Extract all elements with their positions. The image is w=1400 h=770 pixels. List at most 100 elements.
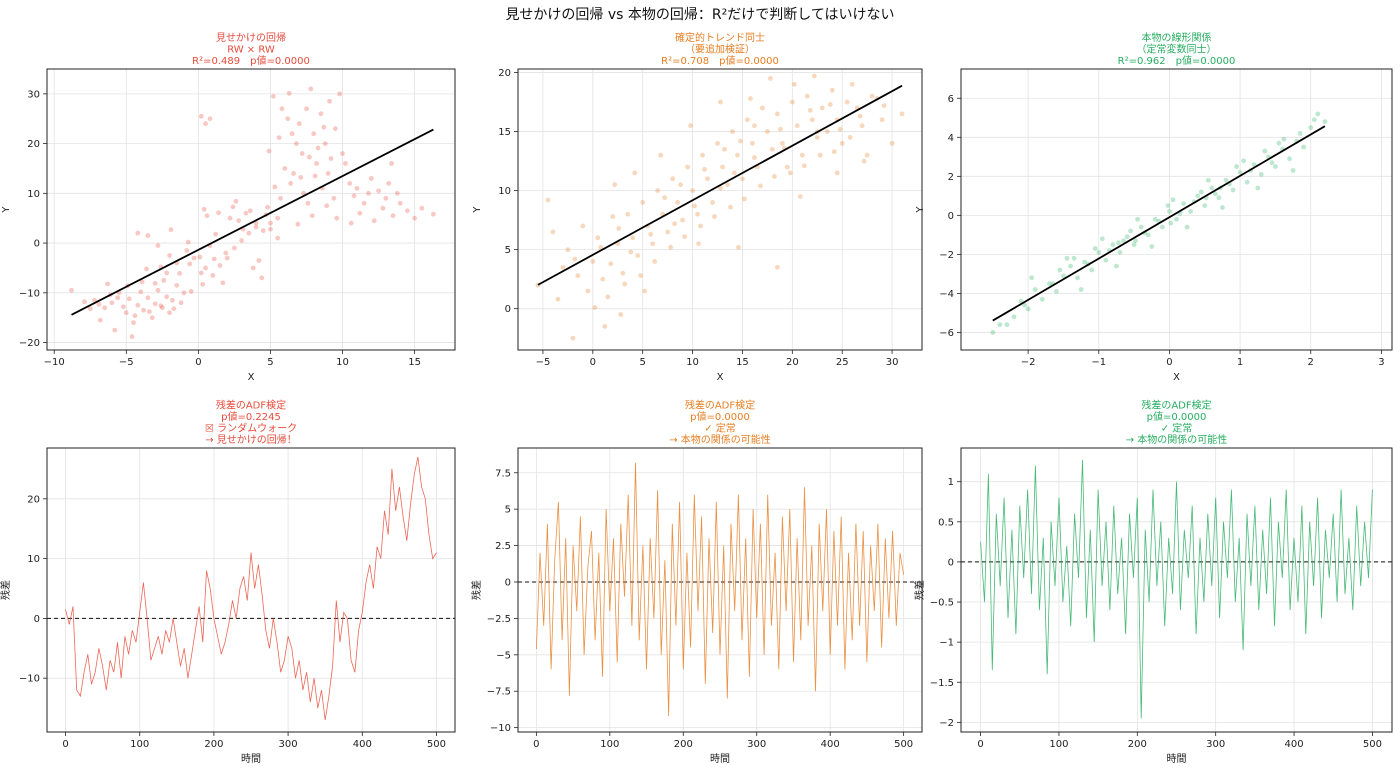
scatter-point — [247, 208, 253, 214]
scatter-point — [299, 151, 305, 156]
y-tick-label: 1 — [948, 477, 954, 488]
scatter-point — [224, 255, 230, 261]
subplot-4: 0 100 200 300 400 500 −10 0 10 20 時間 残差 残差のADF検定p値=0… — [0, 399, 456, 765]
scatter-point — [715, 140, 720, 146]
axes-frame — [517, 68, 923, 351]
scatter-point — [149, 315, 155, 321]
scatter-point — [135, 230, 141, 236]
scatter-point — [109, 300, 115, 306]
x-tick-label: 0 — [533, 739, 539, 750]
scatter-point — [688, 123, 693, 129]
scatter-point — [1165, 203, 1171, 208]
scatter-point — [289, 131, 295, 137]
scatter-point — [650, 241, 656, 247]
scatter-point — [131, 320, 136, 326]
scatter-point — [648, 231, 654, 237]
scatter-point — [159, 305, 165, 311]
subplot-5: 0 100 200 300 400 500 −10 −7.5 −5 −2.5 0 2.5 5 7.5 時間 残… — [470, 399, 923, 765]
scatter-point — [389, 161, 394, 166]
scatter-point — [600, 276, 606, 282]
scatter-point — [260, 228, 266, 234]
y-tick-label: 10 — [27, 554, 40, 565]
scatter-point — [1251, 162, 1257, 168]
scatter-point — [213, 231, 219, 237]
scatter-point — [1149, 244, 1155, 249]
scatter-point — [278, 195, 283, 201]
scatter-point — [638, 273, 644, 279]
y-tick-label: 20 — [498, 68, 511, 79]
x-tick-label: 3 — [1378, 357, 1384, 368]
scatter-point — [324, 203, 330, 209]
y-tick-label: −7.5 — [487, 687, 511, 698]
scatter-point — [710, 200, 715, 205]
scatter-point — [652, 259, 658, 264]
scatter-point — [1110, 242, 1116, 248]
axes-frame — [960, 447, 1393, 733]
subplot-title-line: p値=0.0000 — [1147, 410, 1207, 423]
subplot-title-line: R²=0.962 p値=0.0000 — [1118, 54, 1236, 67]
scatter-point — [121, 304, 126, 310]
scatter-point — [1212, 191, 1218, 197]
scatter-point — [405, 208, 410, 214]
scatter-point — [668, 244, 674, 250]
scatter-point — [690, 188, 695, 194]
scatter-point — [115, 295, 121, 301]
scatter-point — [315, 145, 321, 151]
x-tick-label: 400 — [353, 739, 372, 750]
y-tick-label: −10 — [19, 674, 40, 685]
x-tick-label: 30 — [886, 357, 899, 368]
y-tick-label: 10 — [27, 189, 40, 200]
scatter-point — [105, 281, 110, 287]
scatter-point — [321, 124, 327, 130]
scatter-point — [233, 198, 239, 204]
x-tick-label: 500 — [894, 739, 913, 750]
scatter-point — [146, 309, 152, 315]
x-tick-label: 0 — [590, 357, 596, 368]
x-tick-label: −5 — [119, 357, 134, 368]
scatter-point — [692, 203, 697, 209]
scatter-point — [565, 247, 571, 253]
scatter-point — [275, 235, 281, 241]
scatter-point — [769, 146, 775, 152]
x-tick-label: −10 — [44, 357, 65, 368]
scatter-point — [612, 182, 618, 188]
scatter-point — [361, 200, 367, 206]
scatter-point — [1223, 177, 1229, 183]
scatter-point — [794, 123, 800, 129]
scatter-point — [625, 211, 631, 217]
scatter-point — [758, 183, 763, 189]
x-tick-label: 100 — [600, 739, 619, 750]
scatter-point — [728, 204, 733, 210]
scatter-point — [314, 161, 319, 166]
scatter-point — [1170, 197, 1176, 203]
subplot-title-line: 残差のADF検定 — [685, 399, 755, 412]
scatter-point — [102, 305, 108, 311]
scatter-point — [814, 135, 820, 140]
scatter-point — [752, 155, 757, 160]
scatter-point — [298, 175, 304, 180]
scatter-point — [296, 121, 302, 127]
y-tick-label: −2.5 — [487, 614, 511, 625]
scatter-point — [181, 290, 187, 296]
scatter-point — [1135, 216, 1141, 222]
scatter-point — [328, 156, 334, 161]
scatter-point — [1234, 164, 1239, 169]
scatter-point — [132, 313, 138, 319]
x-tick-label: 200 — [674, 739, 693, 750]
scatter-point — [430, 211, 436, 217]
scatter-point — [167, 253, 172, 258]
scatter-point — [230, 204, 236, 210]
scatter-point — [97, 317, 103, 323]
scatter-point — [748, 96, 753, 101]
subplot-title-line: → 見せかけの回帰！ — [205, 433, 297, 446]
scatter-point — [198, 270, 204, 276]
regression-line — [992, 125, 1326, 322]
scatter-point — [1159, 224, 1165, 230]
scatter-point — [622, 281, 628, 287]
x-axis-label: 時間 — [710, 753, 730, 765]
scatter-point — [239, 238, 245, 243]
scatter-point — [246, 230, 252, 236]
scatter-point — [152, 301, 158, 307]
scatter-point — [168, 227, 174, 233]
scatter-point — [869, 93, 875, 99]
